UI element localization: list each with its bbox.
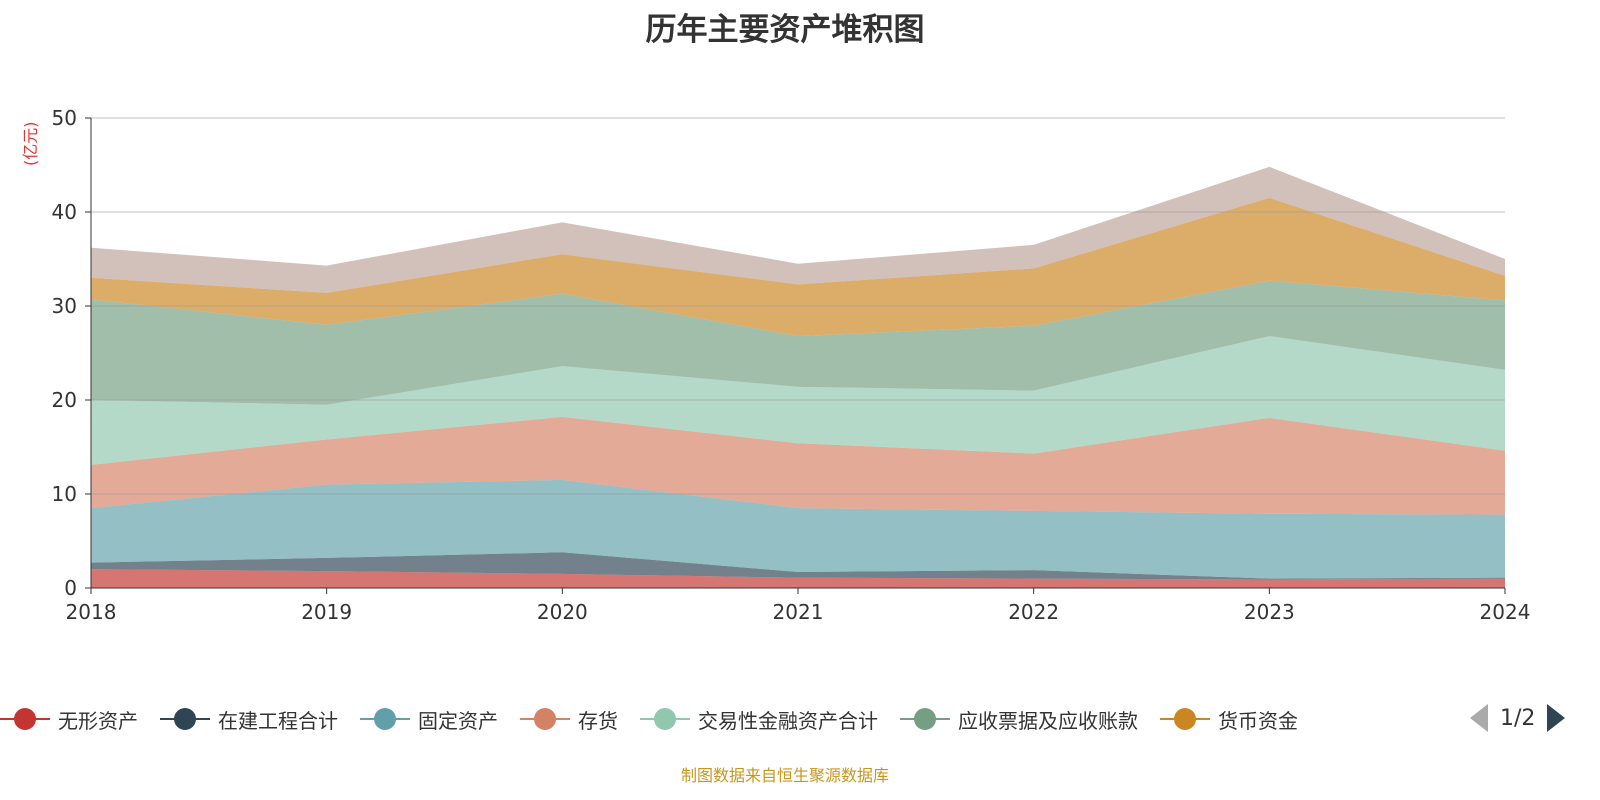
legend-item[interactable]: 固定资产 (360, 705, 498, 734)
legend-marker-icon (160, 707, 210, 731)
y-axis-label: (亿元) (21, 122, 40, 167)
legend-marker-icon (1160, 707, 1210, 731)
legend-next-page-button[interactable] (1547, 704, 1566, 732)
legend: 无形资产 在建工程合计 固定资产 存货 交易性金融资产合计 应收票据及应收账款 货币资金 (0, 704, 1320, 734)
legend-marker-icon (360, 707, 410, 731)
legend-page-indicator: 1/2 (1500, 705, 1536, 731)
x-tick-label: 2018 (66, 600, 117, 624)
legend-label: 货币资金 (1218, 708, 1298, 733)
chart-title: 历年主要资产堆积图 (645, 12, 925, 48)
legend-item[interactable]: 应收票据及应收账款 (900, 705, 1138, 734)
x-tick-label: 2019 (301, 600, 352, 624)
legend-item[interactable]: 货币资金 (1160, 705, 1298, 734)
y-tick-label: 0 (64, 576, 77, 600)
legend-item[interactable]: 在建工程合计 (160, 705, 338, 734)
area-series-2 (91, 479, 1505, 579)
y-tick-label: 40 (52, 200, 77, 224)
legend-label: 存货 (578, 708, 618, 733)
legend-marker-icon (520, 707, 570, 731)
legend-marker-icon (640, 707, 690, 731)
x-tick-label: 2021 (773, 600, 824, 624)
stacked-area-chart: 0 10 20 30 40 50 2018 2019 2020 2021 2022 2023 2024 (52, 106, 1531, 624)
legend-label: 在建工程合计 (218, 708, 338, 733)
y-axis-unit: (亿元) (21, 122, 40, 167)
legend-label: 交易性金融资产合计 (698, 708, 878, 733)
area-series-1 (91, 552, 1505, 580)
legend-item[interactable]: 存货 (520, 705, 618, 734)
data-source-note: 制图数据来自恒生聚源数据库 (680, 766, 889, 785)
x-tick-label: 2023 (1244, 600, 1295, 624)
x-tick-label: 2022 (1008, 600, 1059, 624)
y-tick-label: 10 (52, 482, 77, 506)
legend-item[interactable]: 无形资产 (0, 705, 138, 734)
x-tick-label: 2020 (537, 600, 588, 624)
y-tick-label: 50 (52, 106, 77, 130)
legend-label: 无形资产 (58, 708, 138, 733)
legend-label: 固定资产 (418, 708, 498, 733)
legend-prev-page-button[interactable] (1470, 704, 1488, 732)
area-series-5 (91, 280, 1505, 405)
legend-marker-icon (900, 707, 950, 731)
area-series-6 (91, 197, 1505, 337)
y-tick-label: 30 (52, 294, 77, 318)
y-tick-label: 20 (52, 388, 77, 412)
legend-label: 应收票据及应收账款 (958, 708, 1138, 733)
area-series-7 (91, 166, 1505, 293)
legend-item[interactable]: 交易性金融资产合计 (640, 705, 878, 734)
area-series-3 (91, 416, 1505, 515)
x-tick-label: 2024 (1480, 600, 1531, 624)
legend-marker-icon (0, 707, 50, 731)
legend-pager: 1/2 (1470, 704, 1566, 732)
area-series-0 (91, 569, 1505, 588)
